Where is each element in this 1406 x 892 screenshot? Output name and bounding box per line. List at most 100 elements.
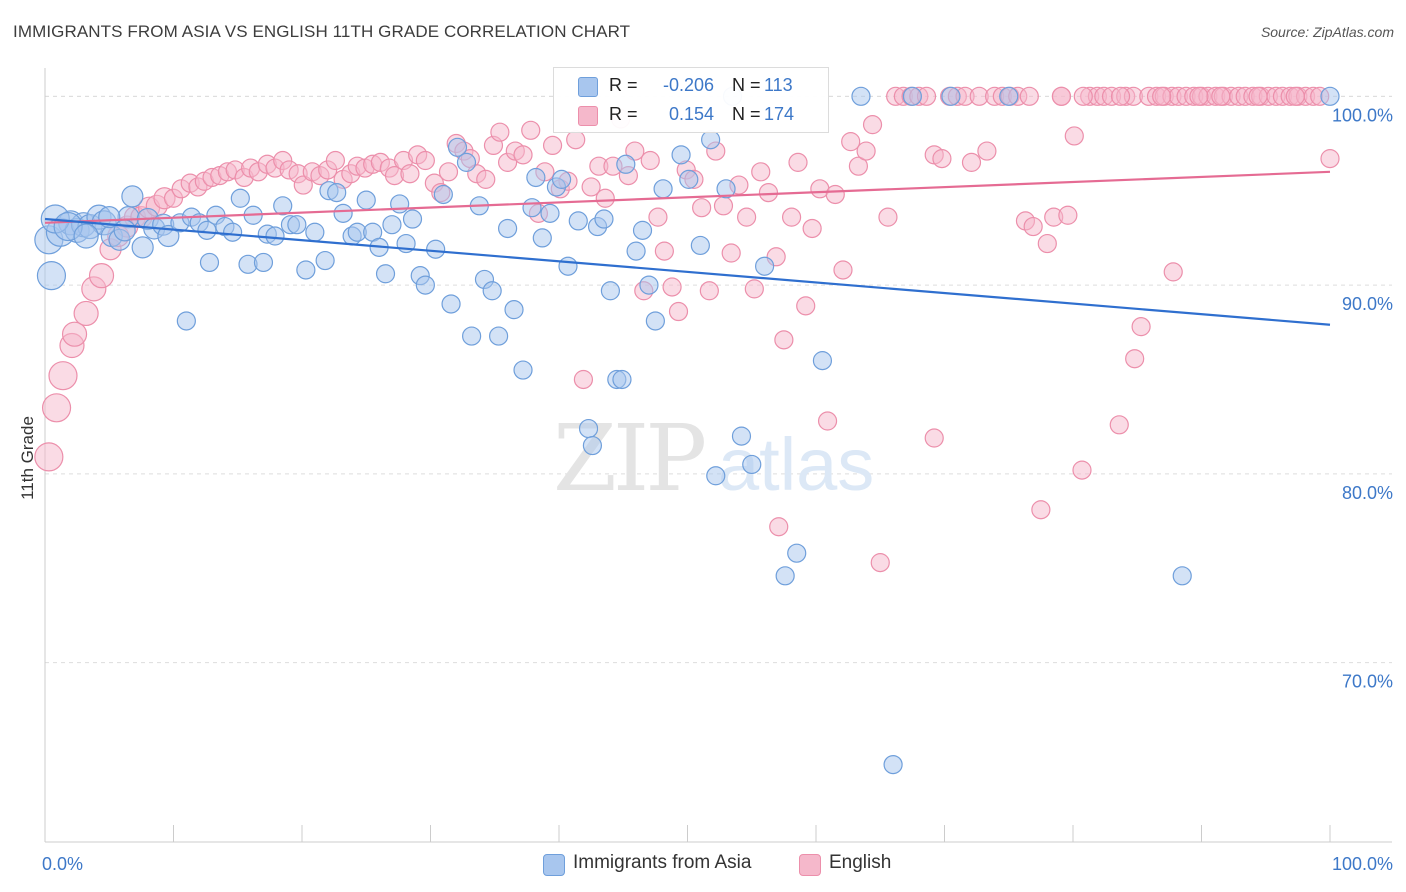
asia-point — [402, 209, 423, 229]
english-point — [595, 188, 615, 208]
asia-point — [632, 220, 653, 240]
english-point — [573, 369, 594, 390]
x-tick-label: 100.0% — [1332, 854, 1393, 874]
asia-trend-line — [44, 217, 1331, 326]
asia-point — [522, 198, 542, 218]
watermark: ZIP atlas — [553, 405, 874, 512]
asia-point — [273, 196, 293, 216]
asia-point — [742, 454, 762, 475]
asia-point — [532, 228, 552, 248]
asia-point — [701, 130, 721, 150]
english-point — [293, 175, 313, 195]
asia-point — [157, 224, 180, 248]
english-point — [856, 141, 876, 161]
asia-point — [671, 145, 691, 165]
english-point — [878, 207, 898, 227]
asia-point — [305, 222, 325, 242]
trend-lines — [44, 170, 1331, 326]
english-point — [1037, 233, 1057, 254]
asia-legend-swatch — [543, 854, 565, 876]
asia-point — [447, 137, 468, 157]
english-point — [699, 281, 719, 301]
english-point — [751, 162, 771, 182]
asia-point — [851, 86, 871, 106]
english-point — [415, 150, 435, 171]
english-point — [774, 330, 794, 350]
asia-point — [265, 226, 285, 246]
asia-point — [1320, 86, 1340, 106]
asia-point — [626, 241, 646, 261]
asia-point — [639, 275, 659, 295]
english-point — [581, 177, 601, 197]
english-point — [1125, 349, 1145, 369]
n-label: N = — [732, 104, 761, 124]
watermark-zip: ZIP — [553, 405, 704, 512]
english-point — [924, 428, 944, 448]
n-value: 113 — [764, 75, 793, 95]
asia-point — [356, 190, 376, 210]
asia-point — [1172, 566, 1192, 586]
asia-point — [754, 256, 775, 276]
english-point — [1051, 86, 1072, 106]
english-point — [1064, 126, 1084, 146]
asia-point — [489, 326, 509, 346]
stats-legend: R = -0.206 N = 113 R = 0.154 N = 174 — [553, 67, 829, 133]
asia-point — [315, 250, 335, 271]
english-point — [862, 115, 883, 135]
asia-point — [594, 209, 614, 229]
english-point — [1163, 262, 1183, 282]
asia-point — [199, 252, 220, 273]
y-tick-label: 70.0% — [1342, 672, 1393, 692]
asia-point — [526, 167, 546, 188]
english-point — [1058, 205, 1078, 225]
asia-point — [498, 218, 518, 239]
asia-point — [456, 152, 477, 172]
english-point — [542, 135, 563, 155]
english-point — [1072, 460, 1092, 480]
asia-point — [230, 188, 250, 208]
english-point — [1110, 86, 1131, 106]
asia-point — [415, 275, 435, 295]
english-point — [1031, 500, 1051, 520]
english-point — [73, 300, 99, 327]
english-point — [41, 393, 72, 423]
asia-point — [382, 215, 402, 235]
english-legend-swatch — [799, 854, 821, 876]
asia-point — [223, 222, 243, 242]
asia-point — [999, 86, 1019, 106]
asia-point — [690, 235, 710, 256]
asia-point — [176, 311, 196, 331]
stats-row-asia: R = -0.206 N = 113 — [554, 71, 828, 101]
asia-point — [679, 169, 699, 189]
english-point — [758, 182, 779, 203]
asia-point — [540, 203, 560, 223]
english-point — [521, 120, 541, 140]
asia-point — [645, 311, 665, 331]
english-point — [48, 361, 78, 391]
english-point — [1023, 216, 1043, 237]
english-point — [692, 198, 712, 218]
english-point — [1152, 86, 1172, 106]
english-point — [796, 296, 816, 316]
english-point — [744, 279, 764, 299]
asia-point — [812, 351, 833, 371]
english-point — [513, 145, 533, 165]
asia-point — [706, 466, 726, 486]
chart-title: IMMIGRANTS FROM ASIA VS ENGLISH 11TH GRA… — [13, 22, 631, 41]
english-point — [1019, 86, 1039, 106]
asia-point — [600, 281, 621, 301]
english-point — [1109, 415, 1129, 435]
asia-point — [433, 184, 453, 205]
english-point — [848, 156, 869, 176]
r-value: 0.154 — [668, 104, 714, 124]
english-point — [802, 218, 822, 239]
english-point — [662, 277, 682, 297]
english-point — [1320, 149, 1340, 169]
english-point — [400, 164, 420, 184]
asia-point — [551, 169, 572, 189]
asia-point — [787, 543, 807, 563]
english-point — [713, 196, 734, 216]
english-point — [825, 184, 845, 205]
english-point — [833, 260, 853, 280]
english-point — [490, 122, 510, 142]
